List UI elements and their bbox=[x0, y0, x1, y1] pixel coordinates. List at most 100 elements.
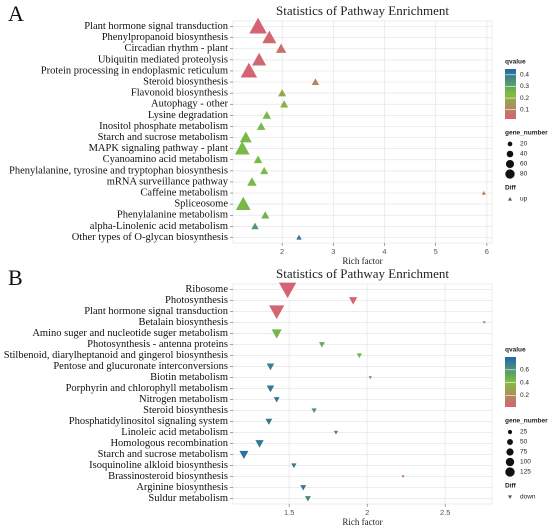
point bbox=[262, 111, 272, 119]
chart-title: Statistics of Pathway Enrichment bbox=[276, 3, 449, 18]
shape-label: up bbox=[520, 196, 528, 203]
point bbox=[249, 17, 267, 34]
point bbox=[318, 342, 325, 348]
point bbox=[333, 430, 339, 435]
size-key bbox=[505, 467, 515, 477]
point bbox=[239, 450, 249, 459]
x-axis-label: Rich factor bbox=[342, 256, 382, 266]
point bbox=[266, 385, 275, 393]
y-tick-label: Steroid biosynthesis bbox=[143, 405, 228, 416]
point bbox=[275, 43, 287, 53]
point bbox=[368, 376, 373, 380]
size-key bbox=[507, 439, 513, 445]
y-tick-label: Caffeine metabolism bbox=[140, 187, 228, 198]
y-tick-label: Betalain biosynthesis bbox=[138, 317, 228, 328]
colorbar-label: 0.4 bbox=[520, 72, 529, 79]
legend-title: gene_number bbox=[505, 130, 548, 137]
y-tick-label: Flavonoid biosynthesis bbox=[131, 88, 228, 99]
size-key bbox=[506, 150, 514, 158]
point bbox=[291, 463, 297, 469]
y-tick-label: Arginine biosynthesis bbox=[136, 482, 228, 493]
size-key bbox=[507, 141, 513, 147]
colorbar bbox=[505, 357, 516, 407]
y-tick-label: Isoquinoline alkloid biosynthesis bbox=[89, 460, 228, 471]
y-tick-label: Ubiquitin mediated proteolysis bbox=[98, 54, 228, 65]
y-tick-label: Plant hormone signal transduction bbox=[84, 21, 229, 32]
point bbox=[311, 408, 317, 414]
point bbox=[482, 321, 486, 325]
colorbar-label: 0.3 bbox=[520, 83, 529, 90]
x-tick-label: 6 bbox=[485, 247, 489, 256]
shape-key bbox=[508, 495, 512, 499]
x-tick-label: 2 bbox=[365, 508, 369, 517]
point bbox=[273, 397, 280, 403]
size-key bbox=[505, 457, 515, 467]
size-label: 20 bbox=[520, 141, 528, 148]
y-tick-label: Autophagy - other bbox=[151, 99, 228, 110]
legend-title: Diff bbox=[505, 483, 517, 490]
legend-title: qvalue bbox=[505, 59, 526, 66]
x-tick-label: 2 bbox=[280, 247, 284, 256]
point bbox=[300, 485, 307, 491]
y-tick-label: Ribosome bbox=[185, 284, 228, 295]
size-label: 80 bbox=[520, 171, 528, 178]
y-tick-label: Pentose and glucuronate interconversions bbox=[53, 361, 228, 372]
x-tick-label: 4 bbox=[382, 247, 386, 256]
y-tick-label: Starch and sucrose metabolism bbox=[98, 132, 228, 143]
y-tick-label: Porphyrin and chlorophyll metabolism bbox=[66, 383, 228, 394]
plot-panel bbox=[232, 283, 493, 505]
size-key bbox=[507, 429, 513, 435]
y-tick-label: Homologous recombination bbox=[110, 438, 228, 449]
y-tick-label: Phenylpropanoid biosynthesis bbox=[102, 32, 228, 43]
point bbox=[253, 155, 263, 164]
x-tick-label: 1.5 bbox=[284, 508, 294, 517]
y-tick-label: Brassinosteroid biosynthesis bbox=[108, 471, 228, 482]
point bbox=[266, 363, 275, 371]
panel-label: A bbox=[8, 1, 24, 26]
y-tick-label: Biotin metabolism bbox=[150, 372, 228, 383]
point bbox=[256, 122, 266, 130]
point bbox=[481, 190, 486, 195]
point bbox=[260, 166, 269, 175]
point bbox=[278, 89, 287, 97]
point bbox=[262, 30, 277, 44]
y-tick-label: Plant hormone signal transduction bbox=[84, 306, 229, 317]
legend-title: qvalue bbox=[505, 347, 526, 354]
y-tick-label: Spliceosome bbox=[174, 199, 228, 210]
plot-panel bbox=[232, 20, 493, 244]
y-tick-label: Phenylalanine, tyrosine and tryptophan b… bbox=[9, 165, 228, 176]
shape-key bbox=[508, 197, 512, 201]
x-tick-label: 2.5 bbox=[440, 508, 450, 517]
size-key bbox=[505, 159, 515, 169]
y-tick-label: Phosphatidylinositol signaling system bbox=[69, 416, 228, 427]
point bbox=[304, 496, 311, 502]
y-tick-label: MAPK signaling pathway - plant bbox=[89, 143, 228, 154]
point bbox=[251, 222, 259, 230]
colorbar-label: 0.1 bbox=[520, 106, 529, 113]
y-tick-label: Suldur metabolism bbox=[148, 493, 228, 504]
y-tick-label: mRNA surveillance pathway bbox=[107, 176, 229, 187]
size-label: 75 bbox=[520, 449, 528, 456]
y-tick-label: Inositol phosphate metabolism bbox=[99, 121, 228, 132]
y-tick-label: Protein processing in endoplasmic reticu… bbox=[41, 65, 228, 76]
y-tick-label: alpha-Linolenic acid metabolism bbox=[90, 221, 228, 232]
point bbox=[269, 305, 285, 320]
point bbox=[265, 418, 273, 425]
x-axis-label: Rich factor bbox=[342, 517, 382, 527]
point bbox=[280, 100, 289, 108]
point bbox=[261, 211, 270, 219]
point bbox=[278, 282, 297, 299]
y-tick-label: Phenylalanine metabolism bbox=[117, 210, 228, 221]
point bbox=[271, 329, 282, 339]
point bbox=[255, 440, 264, 448]
legend-title: gene_number bbox=[505, 418, 548, 425]
colorbar-label: 0.4 bbox=[520, 379, 529, 386]
y-tick-label: Circadian rhythm - plant bbox=[124, 43, 228, 54]
size-label: 25 bbox=[520, 429, 528, 436]
colorbar-label: 0.6 bbox=[520, 367, 529, 374]
y-tick-label: Steroid biosynthesis bbox=[143, 76, 228, 87]
y-tick-label: Starch and sucrose metabolism bbox=[98, 449, 228, 460]
size-label: 125 bbox=[520, 469, 531, 476]
panel-label: B bbox=[8, 265, 23, 290]
